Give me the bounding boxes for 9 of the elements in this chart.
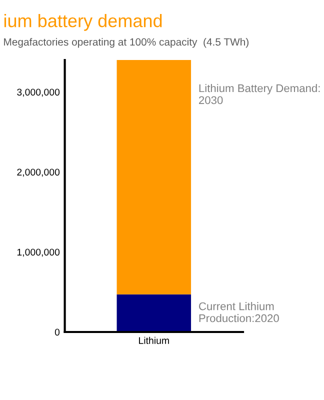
y-tick-label: 0 bbox=[54, 328, 60, 336]
y-tick-label: 3,000,000 bbox=[17, 88, 60, 97]
chart-title: ium battery demand bbox=[4, 14, 162, 31]
x-tick-label: Lithium bbox=[139, 336, 169, 344]
y-tick-label: 2,000,000 bbox=[17, 168, 60, 177]
series-label: Current Lithium Production:2020 bbox=[199, 302, 279, 322]
chart-subtitle: Megafactories operating at 100% capacity (4.5 TWh) bbox=[4, 38, 248, 48]
series-label: Lithium Battery Demand: 2030 bbox=[199, 84, 320, 104]
y-tick-label: 1,000,000 bbox=[17, 248, 60, 257]
